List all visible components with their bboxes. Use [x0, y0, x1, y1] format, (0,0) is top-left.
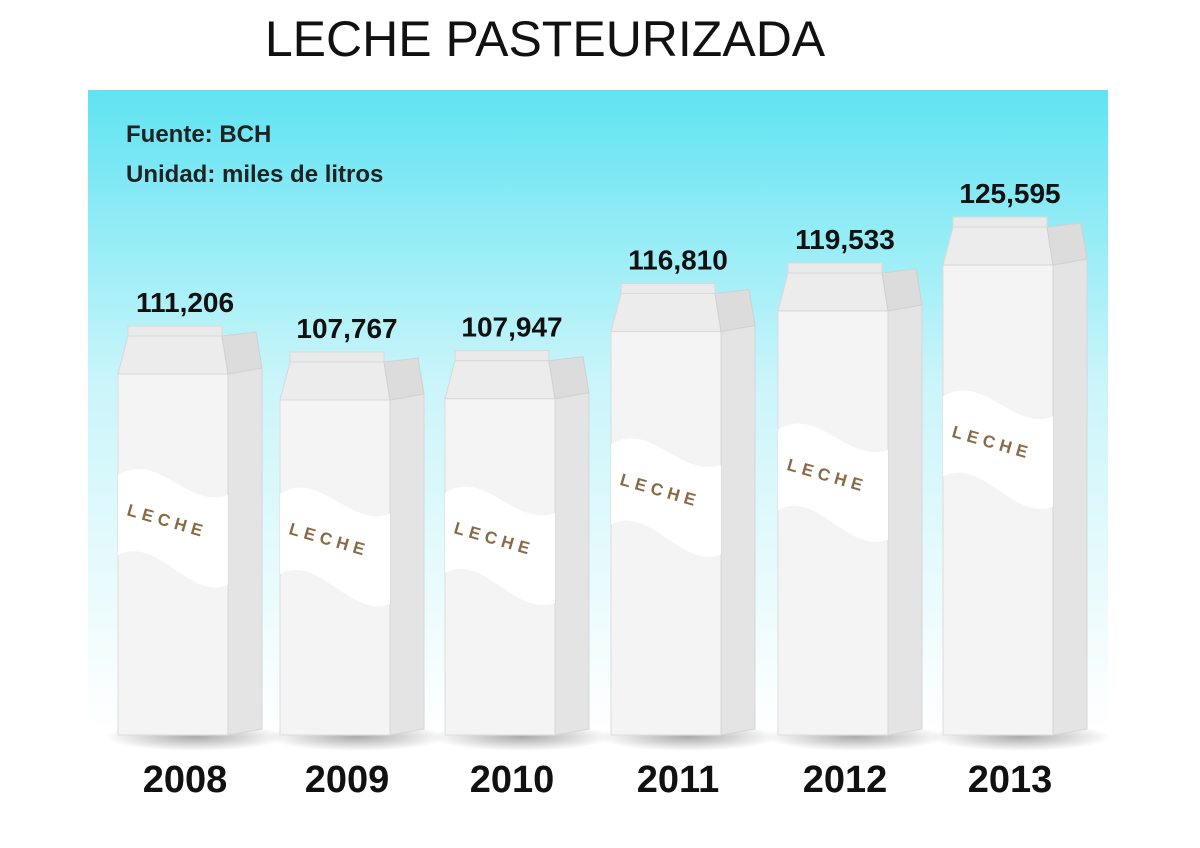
carton-gable — [279, 361, 391, 401]
unit-note: Unidad: miles de litros — [126, 161, 383, 188]
carton-side — [1052, 258, 1088, 736]
carton-wave — [778, 423, 888, 542]
chart-title: LECHE PASTEURIZADA — [265, 11, 826, 67]
value-label: 111,206 — [136, 287, 234, 318]
value-label: 107,947 — [461, 312, 562, 343]
carton-gable-side — [221, 331, 263, 375]
carton-gable — [117, 335, 229, 375]
carton-side — [887, 304, 923, 736]
x-tick-label: 2011 — [637, 759, 719, 801]
carton-wave — [280, 487, 390, 607]
carton-gable — [942, 226, 1054, 266]
carton-fin — [454, 350, 550, 362]
x-tick-label: 2013 — [968, 759, 1053, 801]
source-note: Fuente: BCH — [126, 121, 271, 148]
carton-gable — [444, 360, 556, 400]
x-tick-label: 2010 — [470, 759, 555, 801]
carton-gable-side — [881, 268, 923, 312]
x-tick-label: 2008 — [143, 759, 228, 801]
value-label: 116,810 — [628, 245, 728, 276]
carton-side — [554, 392, 590, 736]
carton-side — [389, 393, 425, 736]
carton-fin — [952, 216, 1048, 228]
carton-gable — [777, 272, 889, 312]
carton-wave — [445, 486, 555, 606]
carton-wave — [118, 468, 228, 588]
value-label: 107,767 — [296, 313, 397, 344]
carton-side — [227, 367, 263, 736]
carton-gable-side — [714, 288, 756, 333]
carton-fin — [620, 283, 716, 295]
carton-side — [720, 324, 756, 736]
cartons: LECHE111,2062008LECHE107,7672009LECHE107… — [105, 178, 1110, 801]
carton-gable-side — [383, 357, 425, 401]
carton-gable — [610, 293, 722, 333]
x-tick-label: 2012 — [803, 759, 888, 801]
carton-wave — [611, 438, 721, 557]
x-tick-label: 2009 — [305, 759, 390, 801]
carton-gable-side — [1046, 222, 1088, 266]
value-label: 125,595 — [959, 178, 1060, 209]
carton-gable-side — [548, 356, 590, 400]
carton-fin — [289, 351, 385, 363]
carton-wave — [943, 390, 1053, 509]
carton-fin — [127, 325, 223, 337]
value-label: 119,533 — [795, 224, 895, 255]
carton-fin — [787, 262, 883, 274]
